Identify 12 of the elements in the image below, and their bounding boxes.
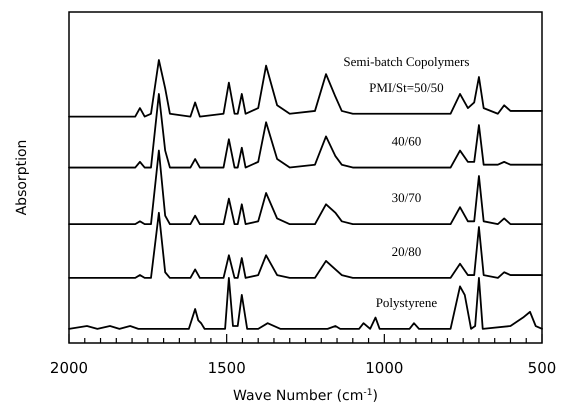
annotation: Semi-batch Copolymers	[343, 54, 470, 69]
series-label: Polystyrene	[376, 294, 438, 310]
series-label: 20/80	[392, 244, 422, 259]
x-tick-label: 500	[528, 359, 556, 377]
x-axis-title: Wave Number (cm$^{-1}$)	[233, 388, 378, 404]
series-label: 30/70	[392, 190, 422, 206]
x-tick-label: 1000	[365, 359, 404, 377]
x-tick-label: 1500	[208, 359, 246, 377]
series-label: 40/60	[392, 134, 422, 149]
x-tick-label: 2000	[50, 359, 88, 377]
series-label: PMI/St=50/50	[369, 80, 444, 95]
y-axis-title: Absorption	[14, 140, 30, 216]
